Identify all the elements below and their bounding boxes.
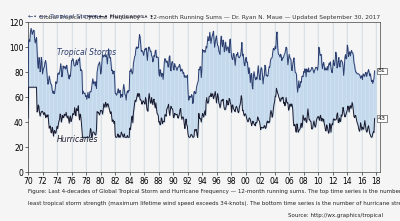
Text: Global Tropical Cyclone Frequency — 12-month Running Sums — Dr. Ryan N. Maue — U: Global Tropical Cyclone Frequency — 12-m… [39,15,380,20]
Text: Tropical Storms: Tropical Storms [57,48,116,57]
Text: ←• ←• Hurricanes• •: ←• ←• Hurricanes• • [88,14,154,19]
Text: ←• ←• Tropical Storms• •: ←• ←• Tropical Storms• • [28,14,108,19]
Text: 81: 81 [378,69,386,73]
Text: Source: http://wx.graphics/tropical: Source: http://wx.graphics/tropical [288,213,383,218]
Text: Hurricanes: Hurricanes [57,135,98,144]
Text: Figure: Last 4-decades of Global Tropical Storm and Hurricane Frequency — 12-mon: Figure: Last 4-decades of Global Tropica… [28,189,400,194]
Text: least tropical storm strength (maximum lifetime wind speed exceeds 34-knots). Th: least tropical storm strength (maximum l… [28,201,400,206]
Text: 43: 43 [378,116,386,121]
